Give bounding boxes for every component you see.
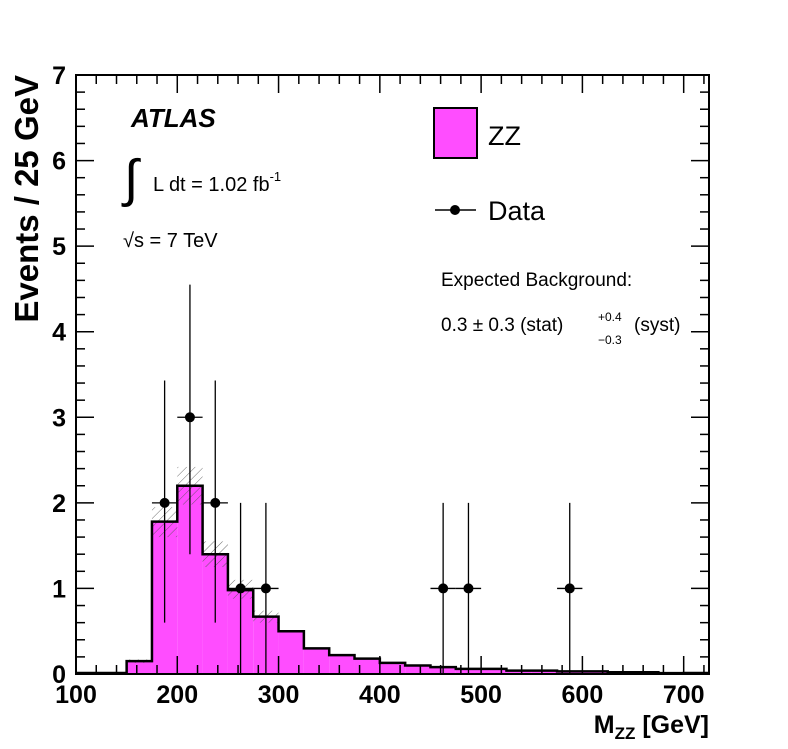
axis-tick-labels: 100 200 300 400 500 600 700 0 1 2 3 4 5 6 7 [52, 62, 704, 709]
background-value: 0.3 ± 0.3 (stat) [441, 315, 563, 336]
legend-data-label: Data [488, 196, 546, 226]
data-point-3 [235, 583, 246, 594]
y-tick-label-2: 2 [52, 490, 66, 518]
x-tick-label-500: 500 [460, 681, 502, 709]
x-tick-label-100: 100 [55, 681, 97, 709]
energy-text: s = 7 TeV [134, 230, 218, 252]
background-syst-down: −0.3 [598, 333, 622, 347]
x-axis-title-main: M [594, 711, 615, 739]
luminosity-label: L dt = 1.02 fb-1 [153, 169, 281, 196]
legend-zz-label: ZZ [488, 121, 521, 151]
data-point-6 [463, 583, 474, 594]
zz-histogram [126, 485, 684, 674]
luminosity-exponent: -1 [270, 169, 282, 184]
x-tick-label-600: 600 [562, 681, 604, 709]
data-points [151, 284, 583, 674]
x-tick-label-700: 700 [663, 681, 705, 709]
zz-bin-14 [481, 668, 507, 674]
y-tick-label-5: 5 [52, 233, 66, 261]
x-tick-label-400: 400 [359, 681, 401, 709]
y-tick-label-1: 1 [52, 575, 66, 603]
x-tick-label-300: 300 [258, 681, 300, 709]
x-tick-label-200: 200 [156, 681, 198, 709]
x-axis-title-unit: [GeV] [635, 711, 709, 739]
zz-bin-18 [582, 671, 608, 674]
data-point-2 [210, 497, 221, 508]
zz-bin-16 [531, 670, 558, 674]
x-axis-title-subscript: ZZ [615, 724, 636, 743]
data-point-4 [260, 583, 271, 594]
legend: ZZ Data [433, 107, 546, 226]
data-point-1 [184, 412, 195, 423]
zz-bin-6 [278, 631, 304, 674]
legend-zz-swatch [433, 107, 478, 159]
data-point-0 [159, 497, 170, 508]
y-tick-label-4: 4 [52, 319, 66, 347]
y-tick-label-3: 3 [52, 404, 66, 432]
sqrt-symbol: √ [123, 230, 134, 252]
background-title: Expected Background: [441, 270, 632, 291]
background-syst-label: (syst) [634, 315, 680, 336]
y-axis-title: Events / 25 GeV [8, 75, 45, 323]
y-tick-label-6: 6 [52, 148, 66, 176]
data-point-5 [438, 583, 449, 594]
data-point-7 [564, 583, 575, 594]
background-syst-up: +0.4 [598, 310, 622, 324]
y-tick-label-0: 0 [52, 661, 66, 689]
axis-ticks [75, 74, 709, 675]
zz-bin-9 [354, 658, 380, 674]
zz-bin-8 [329, 655, 355, 674]
zz-bin-11 [405, 665, 431, 674]
zz-bin-10 [379, 662, 406, 674]
x-axis-title: MZZ [GeV] [594, 711, 709, 743]
integral-symbol: ∫ [121, 150, 141, 208]
zz-bin-0 [126, 661, 152, 674]
luminosity-text: L dt = 1.02 fb [153, 174, 270, 196]
legend-data-marker [450, 205, 460, 215]
zz-bin-7 [303, 648, 330, 674]
experiment-label: ATLAS [130, 103, 216, 133]
y-tick-label-7: 7 [52, 62, 66, 90]
zz-bin-15 [506, 670, 532, 674]
plot-frame [75, 74, 710, 675]
energy-label: √s = 7 TeV [123, 230, 218, 252]
